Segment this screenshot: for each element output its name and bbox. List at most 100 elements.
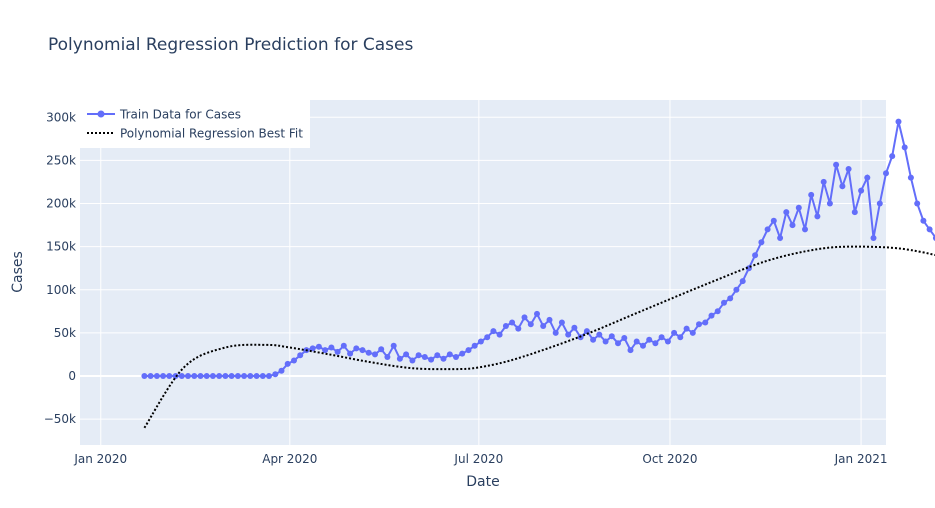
train-point [777, 235, 783, 241]
x-tick-label: Jan 2021 [834, 452, 888, 466]
train-point [914, 201, 920, 207]
x-axis-title: Date [466, 474, 499, 490]
train-point [434, 352, 440, 358]
train-point [279, 368, 285, 374]
train-point [721, 300, 727, 306]
y-tick-label: 150k [46, 240, 76, 254]
train-point [740, 278, 746, 284]
train-point [665, 339, 671, 345]
train-point [908, 175, 914, 181]
train-point [559, 320, 565, 326]
train-point [509, 320, 515, 326]
train-point [179, 373, 185, 379]
train-point [927, 226, 933, 232]
train-point [210, 373, 216, 379]
train-point [553, 330, 559, 336]
train-point [360, 347, 366, 353]
legend-label-train: Train Data for Cases [119, 108, 241, 122]
train-point [503, 323, 509, 329]
train-point [472, 343, 478, 349]
train-point [291, 358, 297, 364]
train-point [615, 340, 621, 346]
train-point [235, 373, 241, 379]
train-point [733, 287, 739, 293]
train-point [839, 183, 845, 189]
train-point [191, 373, 197, 379]
train-point [341, 343, 347, 349]
train-point [484, 334, 490, 340]
train-point [547, 317, 553, 323]
legend-item-fit[interactable]: Polynomial Regression Best Fit [87, 127, 303, 141]
train-point [690, 330, 696, 336]
train-point [758, 239, 764, 245]
train-point [422, 354, 428, 360]
chart-title: Polynomial Regression Prediction for Cas… [48, 35, 413, 55]
train-point [447, 351, 453, 357]
train-point [858, 188, 864, 194]
train-point [241, 373, 247, 379]
train-point [877, 201, 883, 207]
train-point [534, 311, 540, 317]
y-axis-title: Cases [10, 251, 26, 293]
x-tick-label: Oct 2020 [642, 452, 697, 466]
train-point [896, 119, 902, 125]
train-point [640, 343, 646, 349]
train-point [428, 357, 434, 363]
plot-area[interactable] [80, 100, 886, 445]
train-point [515, 326, 521, 332]
train-point [628, 347, 634, 353]
x-tick-label: Apr 2020 [262, 452, 317, 466]
train-point [366, 350, 372, 356]
train-point [272, 371, 278, 377]
train-point [372, 351, 378, 357]
train-point [378, 346, 384, 352]
train-point [603, 339, 609, 345]
train-point [347, 351, 353, 357]
train-point [335, 349, 341, 355]
train-point [148, 373, 154, 379]
train-point [528, 321, 534, 327]
train-point [154, 373, 160, 379]
train-point [522, 314, 528, 320]
train-point [752, 252, 758, 258]
train-point [621, 335, 627, 341]
train-point [802, 226, 808, 232]
train-point [216, 373, 222, 379]
train-point [565, 332, 571, 338]
train-point [416, 352, 422, 358]
train-point [846, 166, 852, 172]
y-tick-label: 300k [46, 110, 76, 124]
train-point [783, 209, 789, 215]
train-point [260, 373, 266, 379]
train-point [391, 343, 397, 349]
y-tick-label: 250k [46, 153, 76, 167]
train-point [384, 354, 390, 360]
train-point [702, 320, 708, 326]
train-point [715, 308, 721, 314]
train-point [883, 170, 889, 176]
x-tick-label: Jul 2020 [453, 452, 503, 466]
y-tick-label: 0 [68, 369, 76, 383]
train-point [328, 345, 334, 351]
train-point [814, 213, 820, 219]
train-point [353, 345, 359, 351]
train-point [902, 144, 908, 150]
train-point [634, 339, 640, 345]
legend-swatch-train-marker [98, 111, 105, 118]
train-point [677, 334, 683, 340]
x-axis-ticks: Jan 2020 Apr 2020 Jul 2020 Oct 2020 Jan 2021… [73, 452, 935, 466]
train-point [652, 340, 658, 346]
train-point [609, 333, 615, 339]
legend[interactable]: Train Data for Cases Polynomial Regressi… [80, 100, 310, 148]
train-point [864, 175, 870, 181]
train-point [466, 347, 472, 353]
train-point [596, 332, 602, 338]
legend-label-fit: Polynomial Regression Best Fit [120, 127, 303, 141]
train-point [871, 235, 877, 241]
train-point [229, 373, 235, 379]
train-point [540, 323, 546, 329]
train-point [266, 373, 272, 379]
train-point [827, 201, 833, 207]
y-tick-label: −50k [44, 412, 76, 426]
